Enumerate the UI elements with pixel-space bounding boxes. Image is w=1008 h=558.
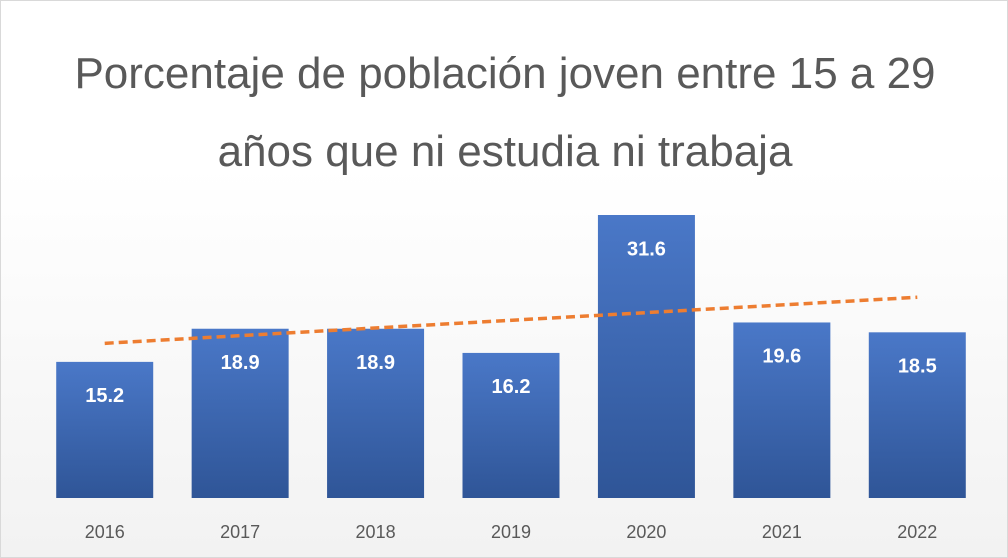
bar (597, 215, 695, 498)
data-label: 18.5 (898, 356, 937, 378)
data-label: 31.6 (627, 238, 666, 260)
trendline (104, 295, 918, 346)
x-tick-label: 2020 (626, 522, 666, 542)
x-tick-label: 2019 (491, 522, 531, 542)
bar (327, 328, 425, 498)
x-tick-label: 2021 (762, 522, 802, 542)
bar (191, 328, 289, 498)
bar (733, 322, 831, 498)
chart-title: Porcentaje de población joven entre 15 a… (74, 49, 936, 176)
data-label: 16.2 (492, 376, 531, 398)
data-label: 15.2 (85, 385, 124, 407)
x-tick-label: 2016 (85, 522, 125, 542)
data-label: 18.9 (221, 352, 260, 374)
bar (56, 361, 154, 498)
data-label: 18.9 (356, 352, 395, 374)
x-tick-label: 2017 (220, 522, 260, 542)
x-tick-label: 2022 (897, 522, 937, 542)
x-tick-label: 2018 (356, 522, 396, 542)
data-label: 19.6 (762, 346, 801, 368)
bar (868, 332, 966, 498)
bar (462, 352, 560, 498)
